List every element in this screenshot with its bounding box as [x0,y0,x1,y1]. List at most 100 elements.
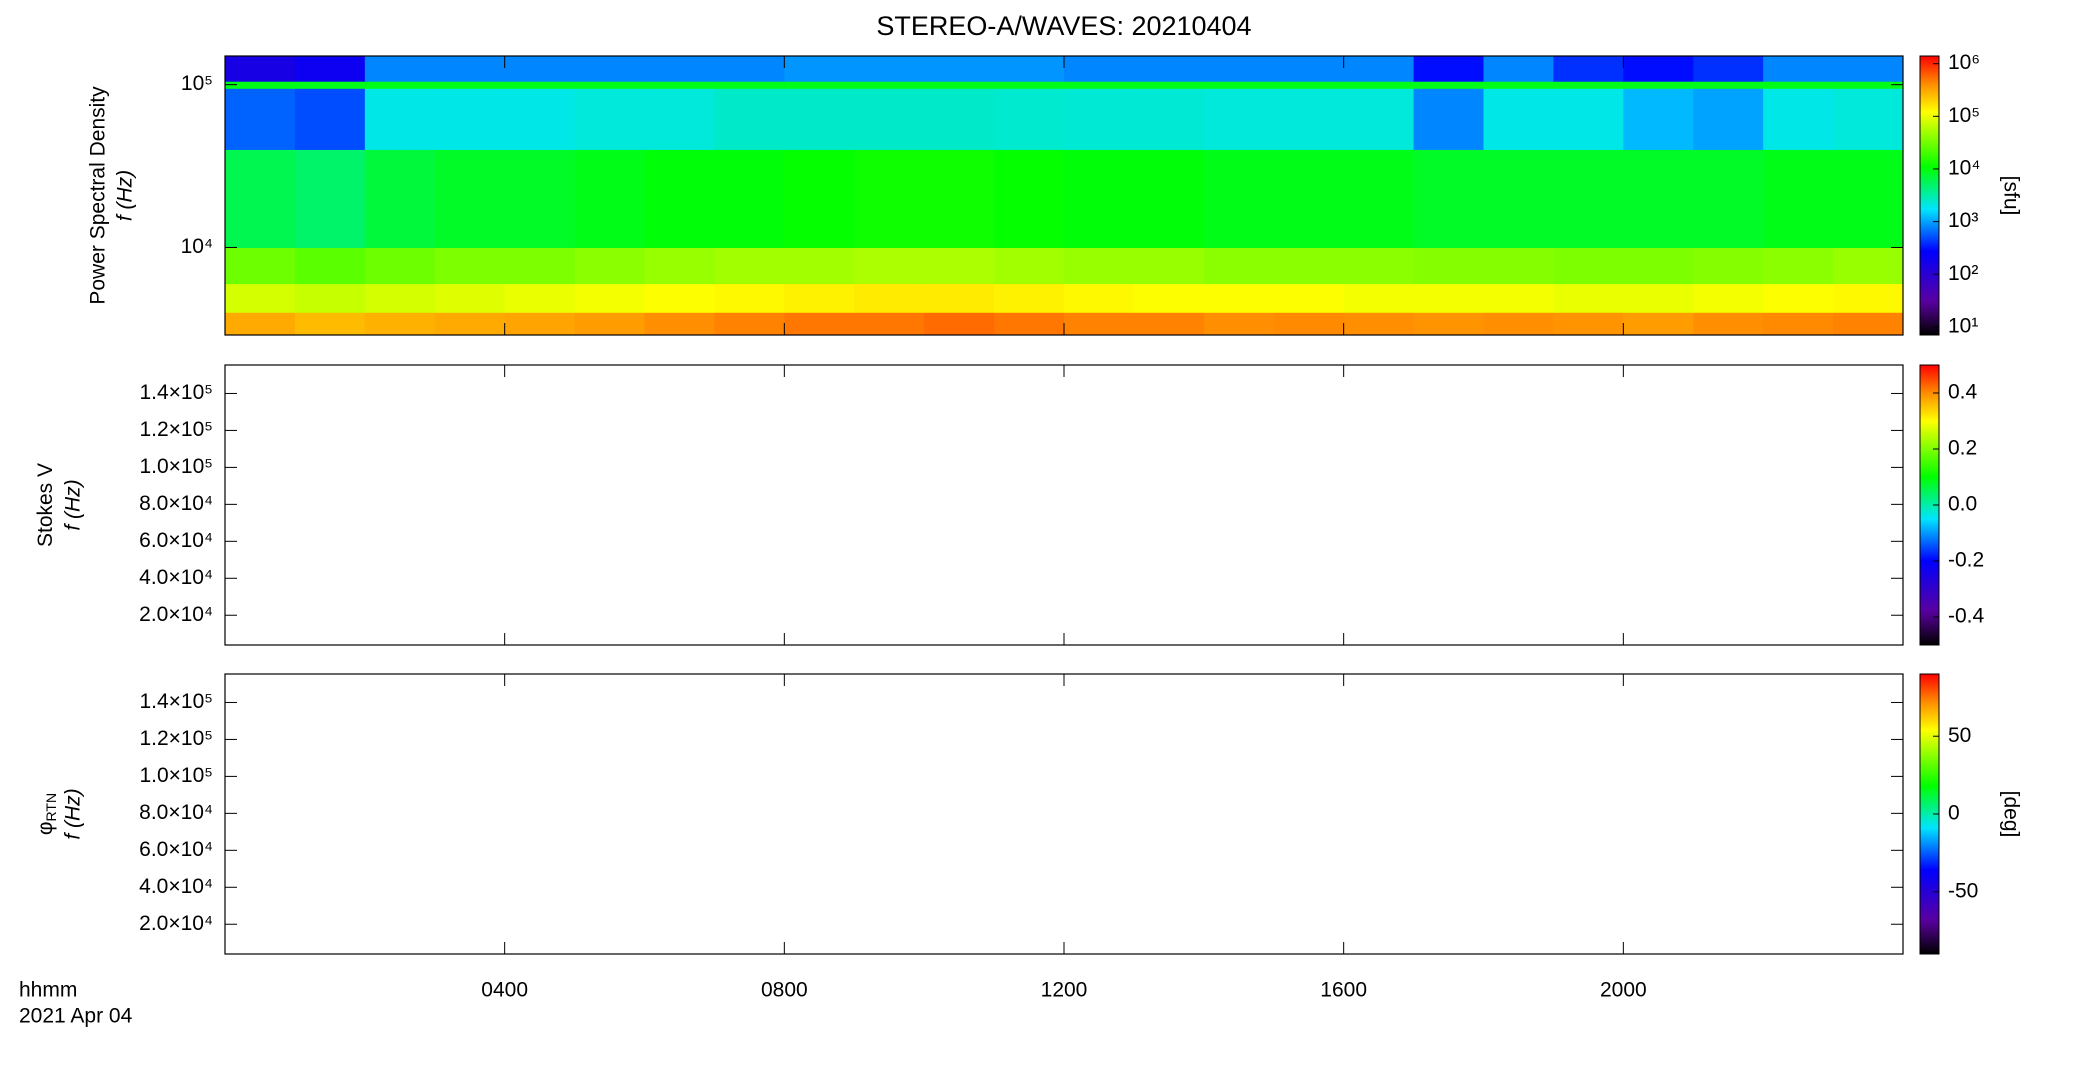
y-axis-label-main: Stokes V [34,463,57,547]
spectrogram-cell [1553,149,1624,248]
spectrogram-cell [854,312,925,336]
y-tick-label: 1.0×10⁵ [139,764,213,787]
spectrogram-cell [434,247,506,285]
spectrogram-cell [504,247,576,285]
spectrogram-cell [714,247,785,285]
x-tick-label: 0400 [481,979,528,1002]
colorbar-label: [deg] [1999,791,2022,838]
spectrogram-cell [1693,88,1764,150]
spectrogram-cell [294,56,366,82]
spectrogram-cell [1203,56,1275,82]
spectrogram-cell [1483,88,1554,150]
spectrogram-cell [1833,88,1904,150]
spectrogram-cell [1623,247,1694,285]
spectrogram-cell [644,88,715,150]
spectrogram-cell [784,247,855,285]
colorbar-tick-label: 10¹ [1948,314,1978,337]
spectrogram-cell [854,81,925,89]
y-tick-label: 6.0×10⁴ [139,838,213,861]
y-axis-label: Stokes V [34,463,57,547]
spectrogram-cell [924,283,995,313]
spectrogram-cell [1553,81,1624,89]
colorbar-label: [sfu] [1999,176,2022,216]
spectrogram-cell [1833,247,1904,285]
spectrogram-cell [1203,88,1275,150]
spectrogram-cell [1763,149,1834,248]
spectrogram-cell [1553,247,1624,285]
spectrogram-cell [364,247,436,285]
spectrogram-cell [1833,56,1904,82]
spectrogram-cell [225,56,296,82]
spectrogram-cell [644,283,715,313]
spectrogram-cell [225,247,296,285]
colorbar-tick-label: 0 [1948,802,1960,825]
spectrogram-cell [1343,81,1415,89]
spectrogram-cell [1064,149,1135,248]
spectrogram-cell [1273,283,1345,313]
x-tick-label: 1200 [1041,979,1088,1002]
spectrogram-cell [1623,149,1694,248]
spectrogram-cell [1483,247,1554,285]
spectrogram-cell [644,56,715,82]
x-tick-label: 2000 [1600,979,1647,1002]
y-tick-label: 1.0×10⁵ [139,455,213,478]
spectrogram-cell [994,56,1065,82]
y-tick-label: 10⁴ [181,235,213,258]
spectrogram-cell [434,149,506,248]
spectrogram-cell [364,312,436,336]
spectrogram-cell [1833,149,1904,248]
spectrogram-cell [854,247,925,285]
colorbar-tick-label: -50 [1948,879,1978,902]
plot-frame [224,673,1904,955]
spectrogram-cell [1273,81,1345,89]
spectrogram-cell [924,88,995,150]
spectrogram-cell [1623,88,1694,150]
spectrogram-cell [364,149,436,248]
spectrogram-cell [1343,283,1415,313]
spectrogram-cell [1483,81,1554,89]
spectrogram-cell [434,81,506,89]
spectrogram-cell [1623,283,1694,313]
spectrogram-cell [1203,247,1275,285]
spectrogram-cell [225,283,296,313]
spectrogram-cell [924,81,995,89]
spectrogram-cell [434,88,506,150]
spectrogram-cell [574,247,645,285]
spectrogram-cell [1763,56,1834,82]
spectrogram-cell [1203,283,1275,313]
colorbar [1919,55,1940,336]
spectrogram-cell [1413,283,1484,313]
spectrogram-cell [1343,312,1415,336]
spectrogram-cell [1623,312,1694,336]
spectrogram-cell [1273,56,1345,82]
spectrogram-cell [994,312,1065,336]
spectrogram-cell [1064,81,1135,89]
spectrogram-cell [574,283,645,313]
spectrogram-cell [1064,312,1135,336]
spectrogram-cell [1553,88,1624,150]
spectrogram-cell [574,149,645,248]
spectrogram-cell [1064,56,1135,82]
spectrogram-cell [1133,312,1205,336]
spectrogram-cell [644,149,715,248]
spectrogram-cell [784,88,855,150]
y-axis-label: φRTN [34,793,59,835]
x-tick-label: 1600 [1320,979,1367,1002]
spectrogram-cell [294,312,366,336]
spectrogram-cell [1133,88,1205,150]
colorbar-tick-label: 0.4 [1948,381,1978,404]
spectrogram-cell [924,56,995,82]
spectrogram-cell [924,247,995,285]
spectrogram-cell [504,149,576,248]
spectrogram-cell [1203,149,1275,248]
y-axis-label-main: φ [34,821,57,835]
spectrogram-cell [1343,149,1415,248]
colorbar-tick-label: 0.2 [1948,437,1977,460]
spectrogram-cell [1763,283,1834,313]
y-axis-unit: f (Hz) [62,788,85,839]
spectrogram-cell [1413,149,1484,248]
spectrogram-cell [714,283,785,313]
spectrogram-cell [1133,56,1205,82]
spectrogram-cell [1483,312,1554,336]
